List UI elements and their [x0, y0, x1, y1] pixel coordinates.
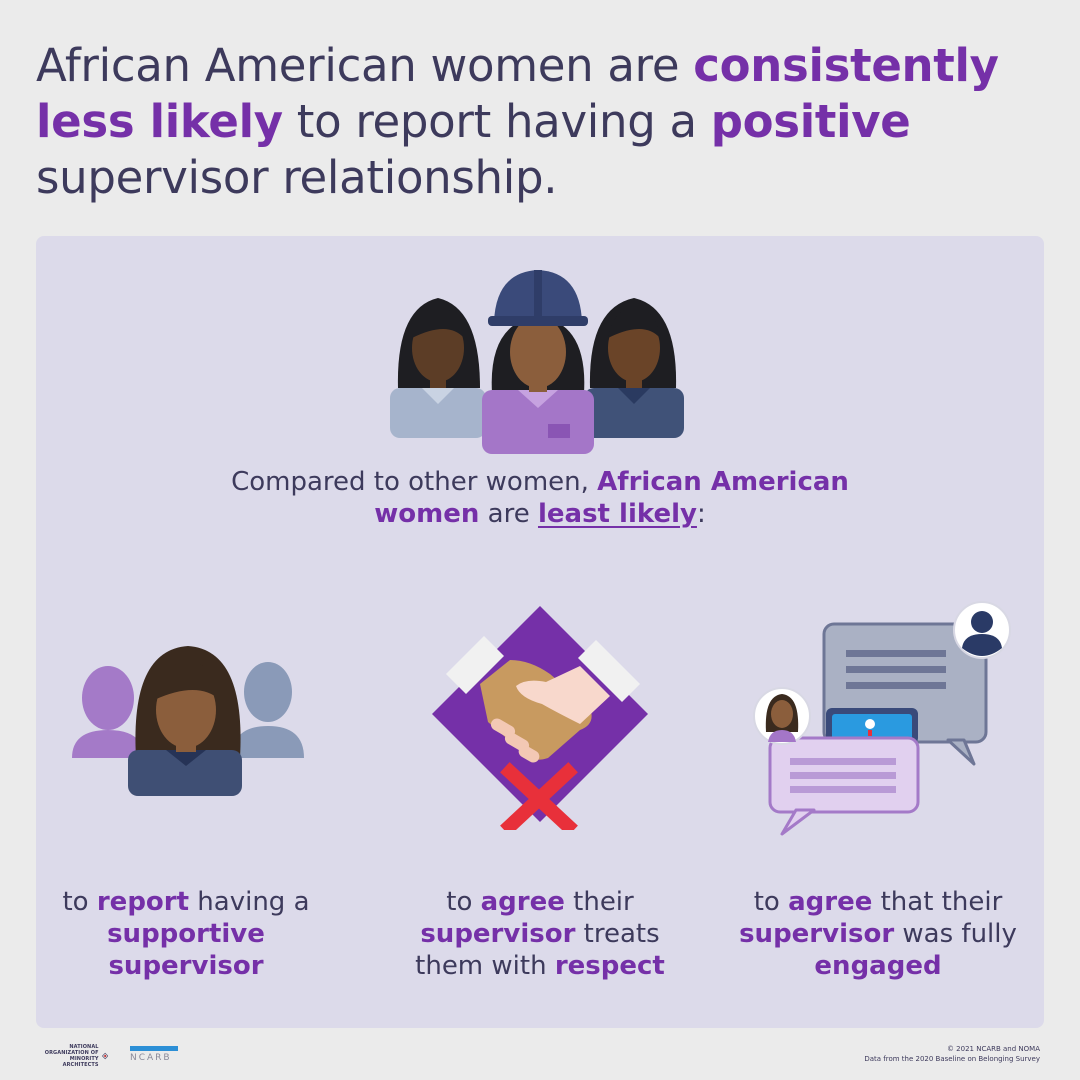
ncarb-logo-bar: [130, 1046, 178, 1051]
headline: African American women are consistently …: [36, 39, 999, 204]
caption-respect: to agree their supervisor treats them wi…: [415, 887, 665, 981]
footer-credits: © 2021 NCARB and NOMA Data from the 2020…: [864, 1044, 1040, 1064]
headline-emphasis-2: positive: [710, 95, 911, 148]
headline-emphasis-1: consistently less likely: [36, 39, 999, 148]
copyright-text: © 2021 NCARB and NOMA: [946, 1045, 1040, 1053]
noma-logo: NATIONAL ORGANIZATION OF MINORITY ARCHIT…: [44, 1042, 108, 1070]
supportive-supervisor-icon: [72, 646, 304, 796]
three-women-group-icon: [390, 270, 684, 454]
noma-diamond-icon: [101, 1052, 108, 1060]
source-text: Data from the 2020 Baseline on Belonging…: [864, 1055, 1040, 1063]
caption-supportive-supervisor: to report having a supportive supervisor: [62, 887, 310, 981]
ncarb-logo: NCARB: [130, 1046, 178, 1063]
handshake-no-respect-icon: [432, 606, 648, 830]
caption-engaged: to agree that their supervisor was fully…: [739, 887, 1017, 981]
chat-engagement-icon: [753, 601, 1011, 836]
intro-text: Compared to other women, African America…: [231, 467, 849, 529]
